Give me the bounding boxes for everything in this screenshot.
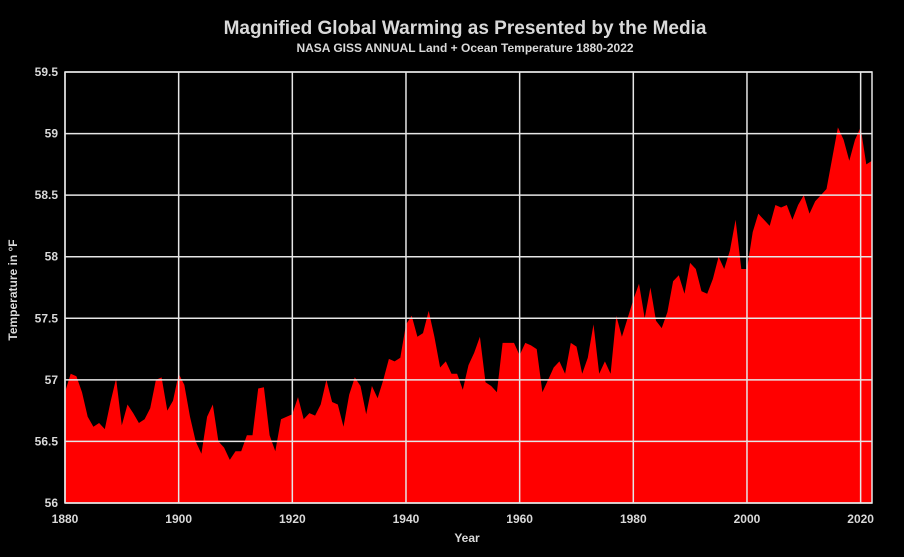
y-tick-label: 57.5 [35,311,59,325]
x-tick-label: 1900 [165,512,192,526]
x-tick-label: 2000 [734,512,761,526]
y-axis-ticks: 56 56.5 57 57.5 58 58.5 59 59.5 [35,65,59,510]
plot-border [64,71,873,504]
y-tick-label: 59 [45,127,59,141]
x-tick-label: 1980 [620,512,647,526]
x-tick-label: 2020 [847,512,874,526]
y-tick-label: 58.5 [35,188,59,202]
chart-title: Magnified Global Warming as Presented by… [224,18,707,39]
x-axis-label: Year [454,531,480,545]
y-tick-label: 59.5 [35,65,59,79]
x-axis-ticks: 1880 1900 1920 1940 1960 1980 2000 2020 [52,512,875,526]
chart-subtitle: NASA GISS ANNUAL Land + Ocean Temperatur… [296,41,633,55]
y-tick-label: 56.5 [35,434,59,448]
x-tick-label: 1940 [393,512,420,526]
y-axis-label: Temperature in °F [6,239,20,340]
x-tick-label: 1880 [52,512,79,526]
grid-layer [64,71,873,504]
area-layer [65,127,872,504]
y-tick-label: 56 [45,496,59,510]
y-tick-label: 57 [45,373,59,387]
y-tick-label: 58 [45,250,59,264]
x-tick-label: 1960 [506,512,533,526]
x-tick-label: 1920 [279,512,306,526]
temperature-area [65,127,872,504]
